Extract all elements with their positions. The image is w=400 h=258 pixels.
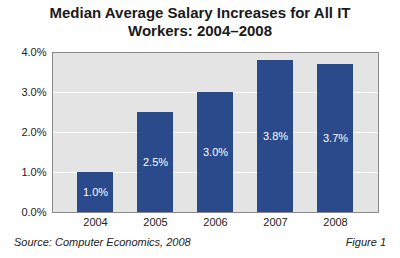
svg-text:2005: 2005 [143,216,167,228]
svg-text:0.0%: 0.0% [21,206,46,218]
svg-text:2007: 2007 [263,216,287,228]
svg-text:2008: 2008 [323,216,347,228]
svg-text:2004: 2004 [83,216,107,228]
html-text:Median Average Salary Increase: Median Average Salary Increases for All … [49,4,351,39]
svg-text:3.8%: 3.8% [263,130,288,142]
svg-text:4.0%: 4.0% [21,46,46,58]
svg-text:2.0%: 2.0% [21,126,46,138]
svg-text:1.0%: 1.0% [21,166,46,178]
svg-text:1.0%: 1.0% [83,186,108,198]
svg-text:2.5%: 2.5% [143,156,168,168]
svg-text:2006: 2006 [203,216,227,228]
svg-text:3.0%: 3.0% [203,146,228,158]
svg-text:3.7%: 3.7% [323,132,348,144]
svg-text:3.0%: 3.0% [21,86,46,98]
html-text:Figure 1: Figure 1 [345,236,386,248]
html-text:Source: Computer Economics, 20: Source: Computer Economics, 2008 [14,236,191,248]
